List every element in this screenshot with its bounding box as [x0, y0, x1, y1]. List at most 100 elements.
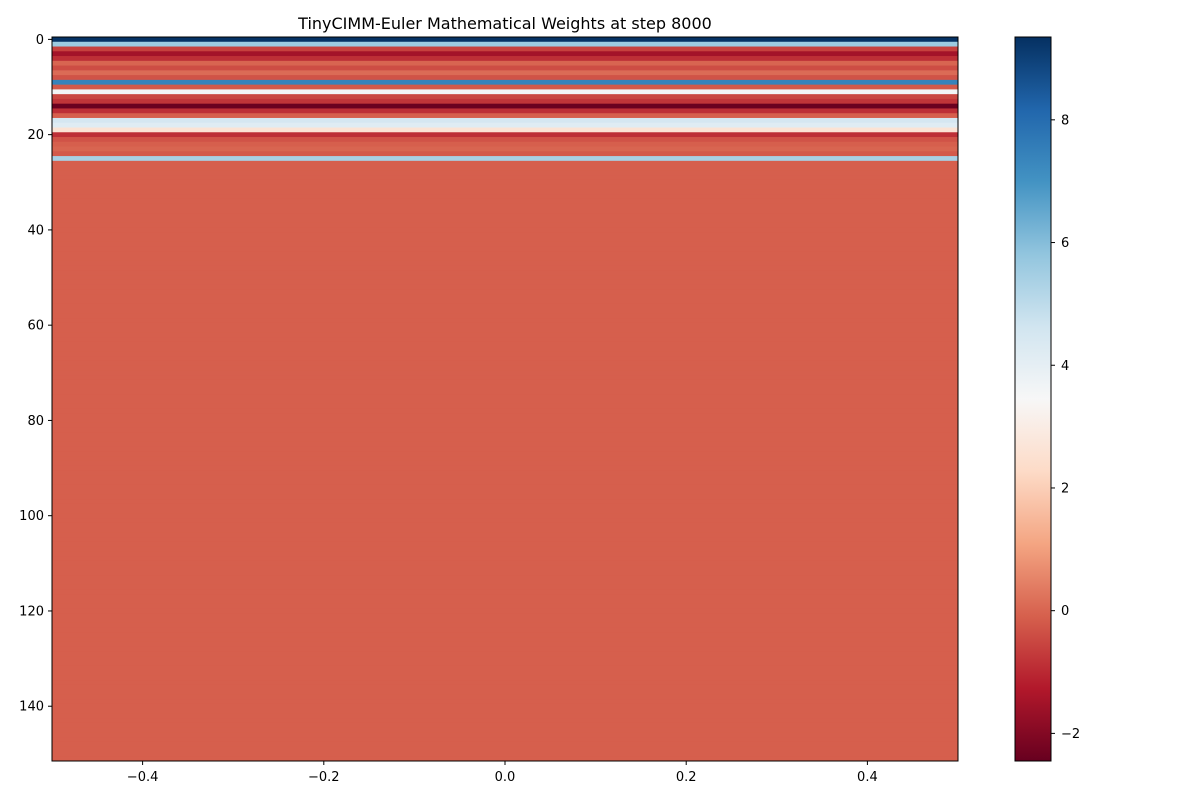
heatmap-row-124	[52, 627, 958, 633]
heatmap-row-46	[52, 256, 958, 262]
heatmap-row-134	[52, 675, 958, 681]
heatmap-row-73	[52, 384, 958, 391]
heatmap-row-108	[52, 551, 958, 557]
heatmap-row-49	[52, 270, 958, 276]
heatmap-row-64	[52, 341, 958, 348]
heatmap-row-65	[52, 346, 958, 352]
heatmap-row-133	[52, 670, 958, 676]
heatmap-row-24	[52, 151, 958, 157]
heatmap-row-70	[52, 370, 958, 376]
heatmap-row-137	[52, 689, 958, 695]
heatmap-row-69	[52, 365, 958, 372]
heatmap-row-87	[52, 451, 958, 457]
heatmap-row-52	[52, 284, 958, 291]
heatmap-row-107	[52, 546, 958, 553]
heatmap-row-47	[52, 260, 958, 267]
heatmap-row-30	[52, 179, 958, 186]
heatmap-row-63	[52, 337, 958, 343]
heatmap-row-132	[52, 665, 958, 672]
heatmap-row-138	[52, 694, 958, 700]
heatmap-row-106	[52, 541, 958, 548]
heatmap-row-45	[52, 251, 958, 257]
heatmap-row-147	[52, 737, 958, 743]
heatmap-row-61	[52, 327, 958, 333]
heatmap-row-13	[52, 98, 958, 105]
heatmap-row-17	[52, 117, 958, 124]
heatmap-row-101	[52, 518, 958, 524]
heatmap-row-99	[52, 508, 958, 514]
heatmap-row-31	[52, 184, 958, 191]
heatmap-row-120	[52, 608, 958, 614]
heatmap-row-130	[52, 656, 958, 662]
heatmap-row-68	[52, 360, 958, 367]
x-tick-label: 0.0	[495, 770, 516, 785]
heatmap-row-9	[52, 79, 958, 86]
y-axis: 0 20 40 60 80 100 120 140	[19, 33, 52, 715]
heatmap-row-1	[52, 41, 958, 48]
heatmap-row-8	[52, 75, 958, 81]
heatmap-row-151	[52, 756, 958, 761]
heatmap-row-145	[52, 727, 958, 734]
heatmap-row-109	[52, 556, 958, 562]
heatmap-row-18	[52, 122, 958, 129]
heatmap-row-98	[52, 503, 958, 510]
heatmap-row-144	[52, 722, 958, 729]
heatmap-row-32	[52, 189, 958, 195]
heatmap-row-2	[52, 46, 958, 52]
heatmap-row-125	[52, 632, 958, 638]
heatmap-row-79	[52, 413, 958, 419]
heatmap-row-44	[52, 246, 958, 252]
x-tick-label: −0.4	[127, 770, 159, 785]
colorbar-tick-label: 6	[1061, 236, 1069, 251]
x-axis: −0.4 −0.2 0.0 0.2 0.4	[127, 761, 878, 785]
y-tick-label: 60	[27, 319, 44, 334]
heatmap-row-102	[52, 522, 958, 529]
heatmap-row-66	[52, 351, 958, 357]
heatmap-row-12	[52, 94, 958, 100]
colorbar-tick-label: 4	[1061, 359, 1069, 374]
heatmap-row-48	[52, 265, 958, 271]
heatmap-row-77	[52, 403, 958, 410]
y-tick-label: 80	[27, 414, 44, 429]
heatmap-row-15	[52, 108, 958, 114]
heatmap-row-5	[52, 60, 958, 67]
heatmap-row-93	[52, 479, 958, 486]
heatmap-row-28	[52, 170, 958, 176]
heatmap-row-122	[52, 618, 958, 624]
colorbar-tick-label: 0	[1061, 604, 1069, 619]
heatmap-row-100	[52, 513, 958, 519]
heatmap-row-80	[52, 418, 958, 424]
heatmap-row-97	[52, 499, 958, 505]
heatmap-row-4	[52, 56, 958, 62]
heatmap-row-35	[52, 203, 958, 210]
heatmap-row-95	[52, 489, 958, 495]
heatmap-row-19	[52, 127, 958, 133]
heatmap-row-39	[52, 222, 958, 229]
colorbar-ticks: −2 0 2 4 6 8	[1051, 113, 1080, 742]
heatmap-row-94	[52, 484, 958, 491]
heatmap-row-22	[52, 141, 958, 148]
heatmap-row-76	[52, 399, 958, 405]
heatmap-row-91	[52, 470, 958, 476]
heatmap-row-29	[52, 175, 958, 181]
heatmap-row-150	[52, 751, 958, 757]
heatmap-row-86	[52, 446, 958, 452]
heatmap-row-6	[52, 65, 958, 71]
heatmap-row-135	[52, 680, 958, 686]
x-tick-label: 0.4	[857, 770, 878, 785]
heatmap-row-149	[52, 746, 958, 753]
heatmap-row-127	[52, 641, 958, 648]
heatmap-row-25	[52, 156, 958, 162]
heatmap-row-113	[52, 575, 958, 581]
heatmap-row-140	[52, 703, 958, 710]
heatmap-row-148	[52, 741, 958, 748]
heatmap-row-67	[52, 356, 958, 362]
heatmap-row-10	[52, 84, 958, 90]
heatmap-row-41	[52, 232, 958, 238]
heatmap-row-71	[52, 375, 958, 381]
heatmap-row-0	[52, 37, 958, 43]
heatmap-row-115	[52, 584, 958, 591]
heatmap-row-118	[52, 599, 958, 605]
heatmap-row-88	[52, 456, 958, 462]
y-tick-label: 120	[19, 604, 44, 619]
